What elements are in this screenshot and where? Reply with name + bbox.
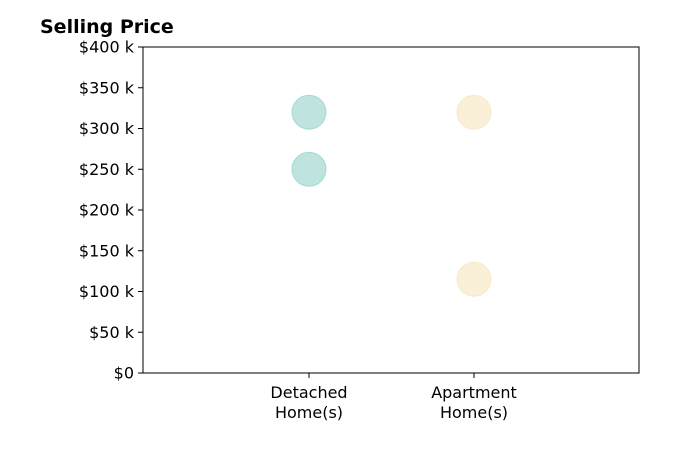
data-point xyxy=(456,94,492,130)
x-tick-label-line: Apartment xyxy=(431,383,517,402)
y-tick-label: $400 k xyxy=(79,38,135,57)
data-point xyxy=(291,94,327,130)
y-tick-label: $300 k xyxy=(79,119,135,138)
y-axis: $0 $50 k $100 k $150 k $200 k $250 k $300 k $35… xyxy=(79,38,143,383)
x-tick-label: Detached Home(s) xyxy=(270,383,347,422)
data-points xyxy=(291,94,492,297)
data-point xyxy=(456,261,492,297)
x-tick-label-line: Home(s) xyxy=(440,403,508,422)
y-tick-label: $150 k xyxy=(79,241,135,260)
y-tick-label: $50 k xyxy=(89,323,135,342)
y-tick-label: $200 k xyxy=(79,201,135,220)
x-tick-label: Apartment Home(s) xyxy=(431,383,517,422)
y-tick-label: $100 k xyxy=(79,282,135,301)
data-point xyxy=(291,151,327,187)
x-axis: Detached Home(s)Apartment Home(s) xyxy=(270,373,517,422)
y-tick-label: $350 k xyxy=(79,78,135,97)
x-tick-label-line: Detached xyxy=(270,383,347,402)
chart-title: Selling Price xyxy=(40,16,174,38)
x-tick-label-line: Home(s) xyxy=(275,403,343,422)
plot-area-frame xyxy=(142,46,640,374)
y-tick-label: $0 xyxy=(114,364,134,383)
y-tick-label: $250 k xyxy=(79,160,135,179)
